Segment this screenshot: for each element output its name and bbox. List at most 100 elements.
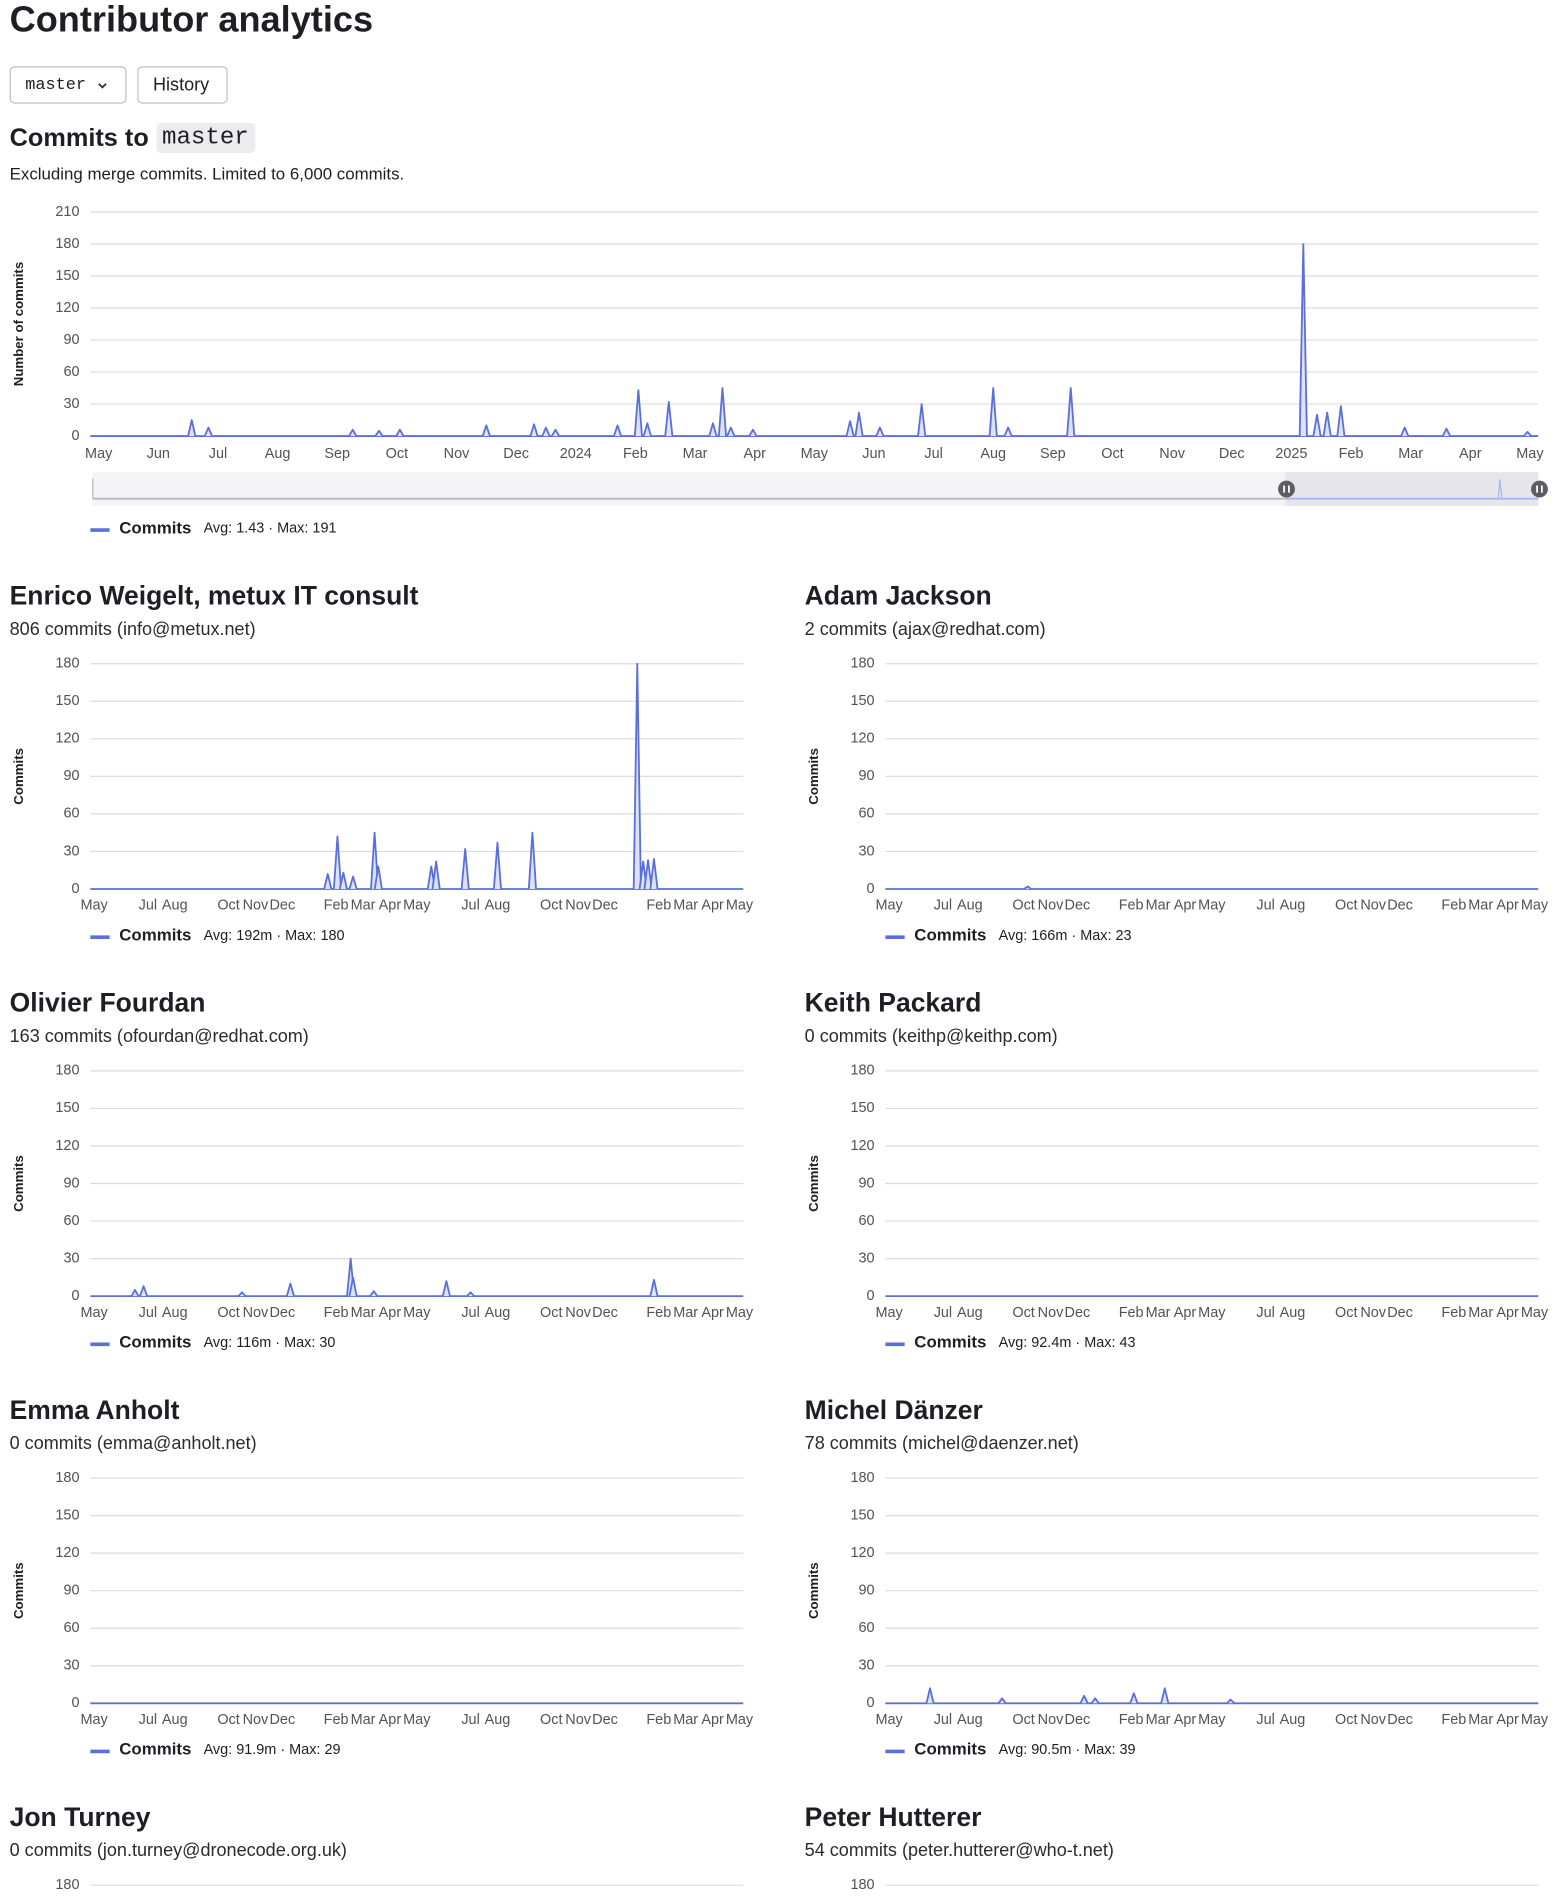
x-tick-label: Dec — [592, 1712, 618, 1728]
x-tick-label: Dec — [503, 446, 529, 462]
y-axis-label: Commits — [11, 1562, 26, 1619]
y-tick-label: 30 — [63, 396, 79, 412]
x-tick-label: Apr — [1496, 898, 1519, 914]
spike — [1336, 405, 1346, 437]
contributor-name: Olivier Fourdan — [10, 988, 206, 1018]
y-tick-label: 180 — [55, 1470, 79, 1486]
contributor-name: Adam Jackson — [805, 580, 992, 610]
x-tick-label: Mar — [351, 1305, 376, 1321]
legend-name: Commits — [914, 1333, 986, 1352]
x-tick-label: May — [1198, 898, 1226, 914]
x-tick-label: Apr — [1496, 1712, 1519, 1728]
x-tick-label: Apr — [379, 1712, 402, 1728]
x-tick-label: Nov — [565, 1712, 591, 1728]
y-tick-label: 150 — [55, 268, 79, 284]
spike — [997, 1697, 1007, 1704]
x-tick-label: Jul — [1256, 1305, 1274, 1321]
x-tick-label: May — [726, 1712, 754, 1728]
y-tick-label: 30 — [858, 1250, 874, 1266]
legend-name: Commits — [119, 518, 191, 537]
x-tick-label: Feb — [646, 898, 671, 914]
y-tick-label: 90 — [63, 1582, 79, 1598]
spike — [431, 860, 441, 890]
y-tick-label: 90 — [63, 332, 79, 348]
y-axis-label: Number of commits — [11, 262, 26, 386]
x-tick-label: Dec — [1387, 1305, 1413, 1321]
x-tick-label: Oct — [1012, 898, 1034, 914]
spike — [1090, 1697, 1100, 1704]
x-tick-label: Apr — [1174, 1305, 1197, 1321]
spike — [323, 873, 333, 890]
spike — [481, 424, 491, 437]
x-tick-label: Sep — [324, 446, 350, 462]
x-tick-label: Feb — [324, 1305, 349, 1321]
x-tick-label: Feb — [1119, 1305, 1144, 1321]
x-tick-label: May — [80, 1305, 108, 1321]
x-tick-label: Jul — [461, 898, 479, 914]
y-tick-label: 90 — [858, 1582, 874, 1598]
x-tick-label: Mar — [1146, 1712, 1171, 1728]
y-tick-label: 30 — [858, 843, 874, 859]
spike — [1160, 1687, 1170, 1704]
spike — [529, 423, 539, 437]
y-tick-label: 180 — [55, 1063, 79, 1079]
x-tick-label: May — [80, 898, 108, 914]
contributor-subtitle: 0 commits (jon.turney@dronecode.org.uk) — [10, 1840, 347, 1860]
x-tick-label: Jul — [924, 446, 942, 462]
x-tick-label: Oct — [217, 1712, 239, 1728]
legend-stats: Avg: 166m · Max: 23 — [999, 928, 1132, 944]
x-tick-label: Dec — [1219, 446, 1245, 462]
spike — [1400, 426, 1410, 437]
x-tick-label: Jul — [934, 1712, 952, 1728]
x-tick-label: Feb — [1119, 1712, 1144, 1728]
y-tick-label: 0 — [71, 1695, 79, 1711]
x-tick-label: May — [876, 1712, 904, 1728]
x-tick-label: Aug — [162, 1305, 188, 1321]
spike — [1298, 243, 1308, 437]
x-tick-label: Dec — [269, 898, 295, 914]
contributor-subtitle: 0 commits (keithp@keithp.com) — [805, 1026, 1058, 1046]
spike — [369, 1290, 379, 1297]
x-tick-label: Jul — [461, 1305, 479, 1321]
legend-stats: Avg: 192m · Max: 180 — [204, 928, 345, 944]
x-tick-label: Jul — [139, 1712, 157, 1728]
x-tick-label: Aug — [485, 898, 511, 914]
x-tick-label: Oct — [1012, 1712, 1034, 1728]
x-tick-label: Apr — [743, 446, 766, 462]
x-tick-label: May — [726, 1305, 754, 1321]
x-tick-label: Mar — [1146, 898, 1171, 914]
x-tick-label: Apr — [1174, 898, 1197, 914]
x-tick-label: May — [1198, 1712, 1226, 1728]
spike — [726, 426, 736, 437]
x-tick-label: Feb — [1119, 898, 1144, 914]
x-tick-label: Oct — [1101, 446, 1123, 462]
x-tick-label: May — [403, 1712, 431, 1728]
y-axis-label: Commits — [806, 1155, 821, 1212]
x-tick-label: Aug — [957, 898, 983, 914]
spike — [1226, 1698, 1235, 1704]
contributor-subtitle: 54 commits (peter.hutterer@who-t.net) — [805, 1840, 1114, 1860]
contributor-subtitle: 78 commits (michel@daenzer.net) — [805, 1433, 1079, 1453]
x-tick-label: Feb — [623, 446, 648, 462]
legend-stats: Avg: 90.5m · Max: 39 — [999, 1742, 1136, 1758]
x-tick-label: May — [726, 898, 754, 914]
x-tick-label: Nov — [565, 898, 591, 914]
x-tick-label: Aug — [1280, 1305, 1306, 1321]
legend-stats: Avg: 116m · Max: 30 — [204, 1335, 336, 1351]
spike — [649, 858, 659, 890]
y-tick-label: 180 — [850, 656, 874, 672]
spike — [466, 1291, 475, 1297]
x-tick-label: Jul — [139, 1305, 157, 1321]
x-tick-label: May — [876, 898, 904, 914]
spike — [649, 1278, 659, 1297]
spike — [551, 428, 560, 437]
legend-stats: Avg: 91.9m · Max: 29 — [204, 1742, 341, 1758]
spike — [1003, 426, 1013, 437]
x-tick-label: Feb — [1339, 446, 1364, 462]
spike — [1079, 1694, 1089, 1704]
spike — [664, 401, 674, 437]
history-button[interactable]: History — [137, 66, 228, 104]
y-tick-label: 90 — [858, 768, 874, 784]
spike — [717, 387, 727, 437]
branch-dropdown[interactable]: master — [9, 66, 127, 104]
